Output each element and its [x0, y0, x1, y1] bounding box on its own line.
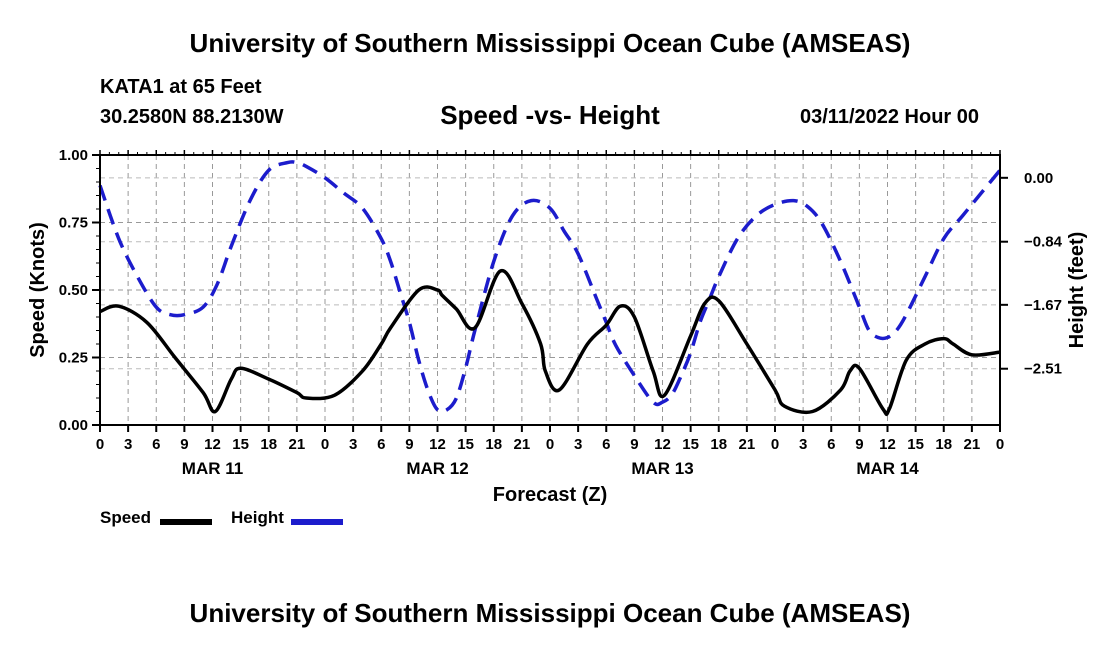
x-tick-label: 12	[654, 436, 671, 453]
y-axis-title: Speed (Knots)	[27, 222, 49, 358]
x-tick-label: 18	[260, 436, 277, 453]
y2-tick-label: −1.67	[1024, 297, 1062, 314]
y2-tick-label: −0.84	[1024, 234, 1063, 251]
x-tick-label: 6	[377, 436, 385, 453]
x-date-label: MAR 14	[856, 459, 919, 478]
x-tick-label: 6	[827, 436, 835, 453]
x-tick-label: 21	[964, 436, 981, 453]
x-tick-label: 3	[124, 436, 132, 453]
x-tick-label: 21	[739, 436, 756, 453]
x-tick-label: 21	[514, 436, 531, 453]
x-tick-label: 3	[799, 436, 807, 453]
y-tick-label: 0.00	[59, 417, 88, 434]
x-tick-label: 0	[321, 436, 329, 453]
x-tick-label: 0	[546, 436, 554, 453]
x-tick-label: 9	[855, 436, 863, 453]
x-tick-label: 12	[429, 436, 446, 453]
x-tick-label: 15	[682, 436, 699, 453]
x-tick-label: 15	[232, 436, 249, 453]
grid-layer	[100, 155, 1000, 425]
forecast-date: 03/11/2022 Hour 00	[800, 106, 980, 128]
x-tick-label: 9	[180, 436, 188, 453]
x-tick-label: 3	[349, 436, 357, 453]
x-tick-label: 12	[204, 436, 221, 453]
x-tick-label: 6	[602, 436, 610, 453]
footer-title: University of Southern Mississippi Ocean…	[189, 598, 911, 628]
main-title: University of Southern Mississippi Ocean…	[189, 28, 911, 58]
x-tick-label: 9	[405, 436, 413, 453]
x-tick-label: 9	[630, 436, 638, 453]
x-tick-label: 0	[996, 436, 1004, 453]
x-tick-label: 6	[152, 436, 160, 453]
x-date-label: MAR 13	[631, 459, 693, 478]
y-tick-label: 1.00	[59, 147, 88, 164]
y-tick-label: 0.75	[59, 215, 88, 232]
series-height-line	[98, 160, 1002, 414]
station-coordinates: 30.2580N 88.2130W	[100, 106, 284, 128]
station-label: KATA1 at 65 Feet	[100, 76, 262, 98]
y-tick-label: 0.25	[59, 350, 88, 367]
x-tick-label: 18	[935, 436, 952, 453]
legend-speed-label: Speed	[100, 508, 152, 527]
legend-speed-swatch	[160, 519, 212, 525]
series-layer	[98, 160, 1002, 417]
x-tick-label: 0	[771, 436, 779, 453]
x-tick-label: 21	[289, 436, 306, 453]
x-tick-label: 18	[710, 436, 727, 453]
y-tick-label: 0.50	[59, 282, 88, 299]
y2-axis-title: Height (feet)	[1066, 232, 1088, 349]
x-tick-label: 0	[96, 436, 104, 453]
legend-height-swatch	[291, 519, 343, 525]
series-speed-line	[99, 269, 1001, 417]
x-date-label: MAR 11	[182, 459, 243, 478]
chart-subtitle: Speed -vs- Height	[440, 100, 660, 130]
x-tick-label: 15	[457, 436, 474, 453]
x-tick-label: 3	[574, 436, 582, 453]
axis-layer: 0 3 6 9 12 15 18 21 0 3 6 9 12 15 18 21 0 3 6 9 12 15 18 21 0 3 6 9…	[27, 147, 1088, 506]
x-date-label: MAR 12	[406, 459, 468, 478]
x-tick-label: 15	[907, 436, 924, 453]
y2-tick-label: −2.51	[1024, 361, 1062, 378]
y2-tick-label: 0.00	[1024, 170, 1053, 187]
x-tick-label: 12	[879, 436, 896, 453]
x-tick-label: 18	[485, 436, 502, 453]
legend-height-label: Height	[231, 508, 284, 527]
x-axis-title: Forecast (Z)	[493, 484, 607, 506]
